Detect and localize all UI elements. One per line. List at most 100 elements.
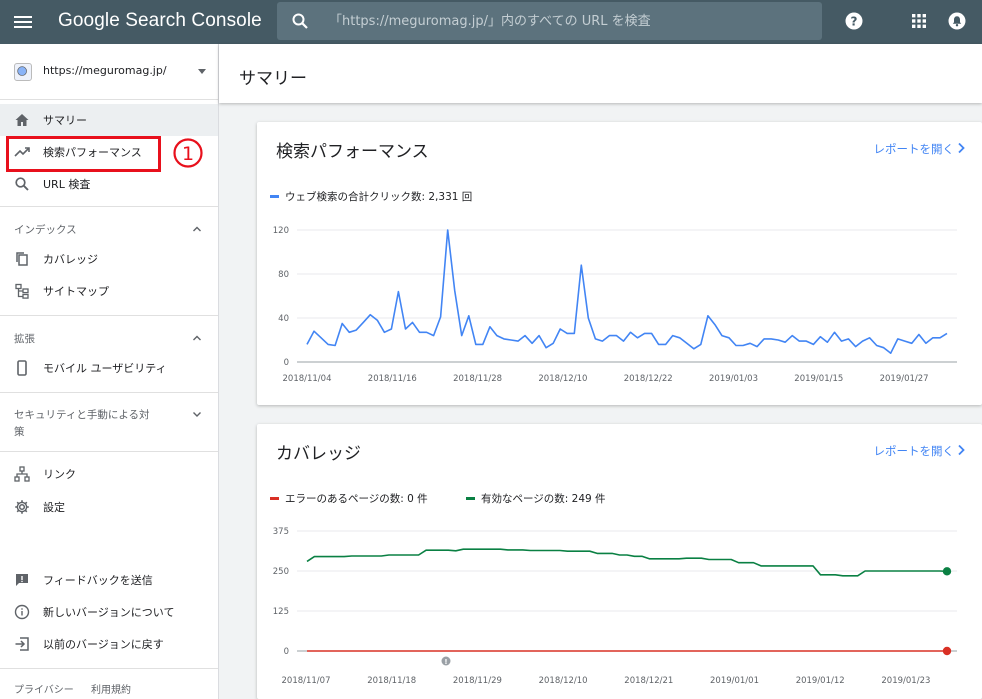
nav-old-version[interactable]: 以前のバージョンに戻す [0,628,218,660]
gear-icon [15,500,29,514]
x-tick-label: 2018/12/22 [624,374,673,384]
apps-grid-icon[interactable] [910,12,928,30]
series-line[interactable] [306,548,948,577]
y-tick-label: 250 [273,567,289,577]
top-app-bar: Google Search Console ? [0,0,982,44]
x-tick-label: 2019/01/15 [794,374,843,384]
x-tick-label: 2019/01/03 [709,374,758,384]
legend-swatch [270,497,279,500]
chevron-up-icon[interactable] [192,224,202,234]
section-index-title: インデックス [14,224,77,236]
performance-open-report-link[interactable]: レポートを開く [873,142,955,156]
nav-mobile-usability[interactable]: モバイル ユーザビリティ [0,352,218,384]
page-title: サマリー [239,69,307,89]
coverage-card: カバレッジ レポートを開く エラーのあるページの数: 0 件 有効なページの数:… [257,424,982,699]
annotation-marker-text: 1 [182,143,194,165]
nav-summary[interactable]: サマリー [0,104,218,136]
x-tick-label: 2019/01/27 [880,374,929,384]
annotation-info-icon[interactable]: ! [441,656,451,667]
nav-sitemaps[interactable]: サイトマップ [0,275,218,307]
chevron-down-icon[interactable] [192,409,202,419]
nav-search-performance[interactable]: 検索パフォーマンス [0,136,218,168]
privacy-link[interactable]: プライバシー [14,685,74,696]
coverage-chart[interactable]: 0 125 250 375 2018/11/07 2018/11/18 2018/11/29… [257,519,982,699]
annotation-info-glyph: ! [444,658,447,666]
property-url: https://meguromag.jp/ [43,64,167,77]
coverage-legend-error[interactable]: エラーのあるページの数: 0 件 [270,491,428,506]
performance-card-title: 検索パフォーマンス [276,142,429,162]
chevron-right-icon[interactable] [956,444,966,456]
account-avatar-icon[interactable] [948,12,966,30]
search-icon[interactable] [292,13,308,29]
nav-url-inspection-label: URL 検査 [43,178,91,191]
copy-icon [16,252,28,266]
y-tick-label: 40 [278,314,289,324]
performance-legend[interactable]: ウェブ検索の合計クリック数: 2,331 回 [270,189,472,204]
x-tick-label: 2019/01/01 [710,676,759,686]
coverage-open-report-link[interactable]: レポートを開く [873,444,955,458]
nav-settings-label: 設定 [43,501,65,514]
nav-settings[interactable]: 設定 [0,491,218,523]
section-security-title-line1: セキュリティと手動による対 [14,409,150,421]
performance-card: 検索パフォーマンス レポートを開く ウェブ検索の合計クリック数: 2,331 回… [257,122,982,405]
nav-url-inspection[interactable]: URL 検査 [0,168,218,200]
search-icon [15,177,29,191]
x-tick-label: 2018/11/18 [367,676,416,686]
nav-old-version-label: 以前のバージョンに戻す [43,638,164,651]
search-box[interactable] [277,2,822,40]
nav-whats-new[interactable]: 新しいバージョンについて [0,596,218,628]
help-icon[interactable]: ? [845,12,863,30]
x-tick-label: 2018/11/04 [283,374,332,384]
legend-swatch [466,497,475,500]
legend-valid-pages: 有効なページの数: 249 件 [481,493,606,505]
nav-coverage[interactable]: カバレッジ [0,243,218,275]
exit-icon [15,637,29,651]
nav-coverage-label: カバレッジ [43,253,98,266]
chevron-up-icon[interactable] [192,333,202,343]
nav-mobile-usability-label: モバイル ユーザビリティ [43,362,167,375]
hamburger-menu-icon[interactable] [14,13,32,31]
series-end-point[interactable] [942,567,952,576]
performance-chart[interactable]: 0 40 80 120 2018/11/04 2018/11/16 2018/11/28 20… [257,217,982,392]
divider [0,392,218,393]
highlight-box [6,136,161,172]
y-tick-label: 80 [278,270,289,280]
terms-link[interactable]: 利用規約 [91,685,131,696]
series-end-point[interactable] [942,646,952,656]
nav-send-feedback-label: フィードバックを送信 [43,574,153,587]
nav-send-feedback[interactable]: フィードバックを送信 [0,564,218,596]
sitemap-icon [15,283,29,299]
svg-text:?: ? [851,15,858,29]
nav-search-performance-label: 検索パフォーマンス [43,146,142,159]
x-tick-label: 2018/12/10 [539,676,588,686]
x-tick-label: 2018/11/07 [282,676,331,686]
divider [0,668,218,669]
coverage-legend-valid[interactable]: 有効なページの数: 249 件 [466,491,606,506]
chevron-right-icon[interactable] [956,142,966,154]
globe-icon [14,63,32,81]
series-line[interactable] [306,229,948,354]
caret-down-icon[interactable] [198,69,206,74]
trending-up-icon [14,147,30,157]
coverage-card-title: カバレッジ [276,444,361,464]
annotation-marker: 1 [173,138,203,168]
nav-summary-label: サマリー [43,114,87,127]
x-tick-label: 2018/11/29 [453,676,502,686]
section-enhancements-title: 拡張 [14,333,35,345]
divider [0,206,218,207]
smartphone-icon [17,360,27,376]
legend-error-pages: エラーのあるページの数: 0 件 [285,493,428,505]
y-tick-label: 0 [284,358,289,368]
info-icon [14,604,30,620]
nav-links[interactable]: リンク [0,458,218,490]
app-logo[interactable]: Google Search Console [58,10,262,31]
x-tick-label: 2018/11/16 [368,374,417,384]
url-inspect-input[interactable] [329,2,809,40]
home-icon [15,114,29,126]
feedback-icon [16,574,28,586]
links-icon [14,466,30,482]
property-selector[interactable]: https://meguromag.jp/ [0,44,218,100]
legend-clicks: ウェブ検索の合計クリック数: 2,331 回 [285,191,473,203]
nav-links-label: リンク [43,468,76,481]
x-tick-label: 2018/12/21 [624,676,673,686]
